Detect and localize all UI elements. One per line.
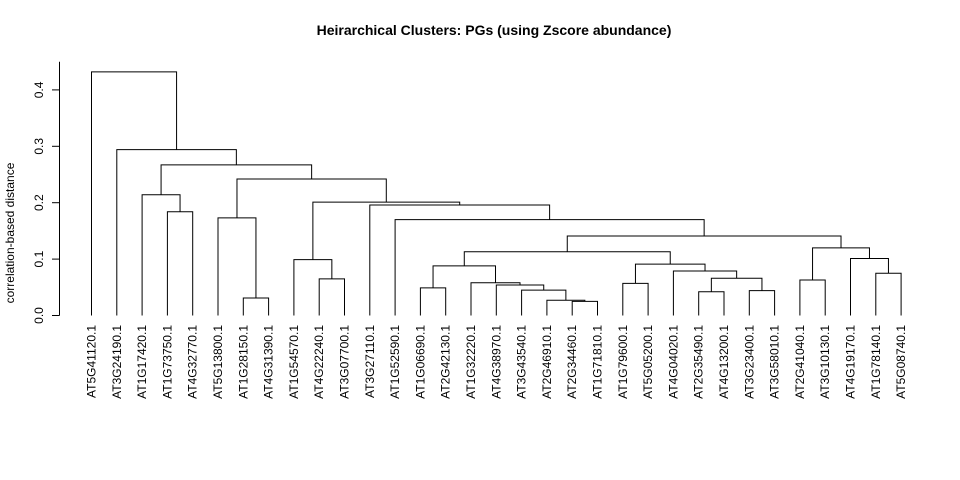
y-tick-label: 0.3 xyxy=(32,138,46,155)
chart-title: Heirarchical Clusters: PGs (using Zscore… xyxy=(317,22,672,38)
dendrogram-link xyxy=(470,282,521,316)
y-axis-label: correlation-based distance xyxy=(3,162,17,303)
dendrogram-link xyxy=(710,277,763,292)
leaf-label: AT3G07700.1 xyxy=(338,325,352,399)
dendrogram-link xyxy=(318,278,345,316)
dendrogram-link xyxy=(394,219,705,316)
y-tick-label: 0.0 xyxy=(32,307,46,324)
leaf-label: AT1G73750.1 xyxy=(160,325,174,399)
dendrogram-link xyxy=(672,270,738,316)
dendrogram-link xyxy=(217,217,257,316)
dendrogram-link xyxy=(160,164,313,195)
y-tick-label: 0.4 xyxy=(32,81,46,98)
leaf-label: AT2G34460.1 xyxy=(565,325,579,399)
dendrogram-link xyxy=(566,235,842,252)
dendrogram-link xyxy=(546,299,586,316)
y-tick-label: 0.1 xyxy=(32,250,46,267)
leaf-label: AT2G46910.1 xyxy=(540,325,554,399)
leaf-label: AT2G35490.1 xyxy=(692,325,706,399)
dendrogram-link xyxy=(799,279,826,316)
leaf-label: AT1G78140.1 xyxy=(869,325,883,399)
dendrogram-link xyxy=(495,284,545,316)
leaf-label: AT5G08740.1 xyxy=(894,325,908,399)
leaf-label: AT3G23400.1 xyxy=(742,325,756,399)
dendrogram-link xyxy=(293,259,333,316)
dendrogram-link xyxy=(521,289,567,316)
leaf-label: AT2G42130.1 xyxy=(439,325,453,399)
leaf-label: AT3G10130.1 xyxy=(818,325,832,399)
leaf-label: AT3G43540.1 xyxy=(515,325,529,399)
dendrogram-link xyxy=(166,211,194,316)
dendrogram-link xyxy=(850,258,889,316)
dendrogram-link xyxy=(242,297,270,316)
leaf-label: AT4G13200.1 xyxy=(717,325,731,399)
dendrogram-link xyxy=(369,204,551,316)
leaf-label: AT1G52590.1 xyxy=(388,325,402,399)
leaf-label: AT1G71810.1 xyxy=(591,325,605,399)
dendrogram-link xyxy=(312,201,461,260)
dendrogram-link xyxy=(141,194,181,316)
leaf-label: AT4G19170.1 xyxy=(844,325,858,399)
leaf-label: AT3G27110.1 xyxy=(363,325,377,398)
leaf-label: AT4G31390.1 xyxy=(262,325,276,399)
dendrogram-links xyxy=(91,71,902,316)
dendrogram-link xyxy=(236,178,387,218)
dendrogram-link xyxy=(432,265,497,288)
dendrogram-link xyxy=(698,291,725,316)
leaf-label: AT5G05200.1 xyxy=(641,325,655,399)
leaf-label: AT1G32220.1 xyxy=(464,325,478,399)
leaf-label: AT3G58010.1 xyxy=(768,325,782,399)
leaf-label: AT2G41040.1 xyxy=(793,325,807,399)
leaf-label: AT1G17420.1 xyxy=(135,325,149,399)
dendrogram-link xyxy=(622,282,649,316)
leaf-label: AT1G54570.1 xyxy=(287,325,301,399)
leaf-label: AT4G22240.1 xyxy=(312,325,326,399)
dendrogram-link xyxy=(419,287,447,316)
dendrogram-link xyxy=(91,71,178,316)
dendrogram-link xyxy=(634,263,706,284)
dendrogram-link xyxy=(748,290,776,316)
y-axis: 0.0 0.1 0.2 0.3 0.4 xyxy=(32,61,60,324)
leaf-label: AT1G79600.1 xyxy=(616,325,630,399)
dendrogram-link xyxy=(875,272,902,316)
leaf-label: AT4G38970.1 xyxy=(489,325,503,399)
leaf-label: AT4G32770.1 xyxy=(186,325,200,399)
leaf-label: AT4G04020.1 xyxy=(666,325,680,399)
leaf-labels: AT5G41120.1 AT3G24190.1 AT1G17420.1 AT1G737… xyxy=(85,325,909,399)
leaf-label: AT5G13800.1 xyxy=(211,325,225,399)
y-tick-label: 0.2 xyxy=(32,194,46,211)
dendrogram-link xyxy=(571,300,598,316)
leaf-label: AT1G06690.1 xyxy=(413,325,427,399)
dendrogram-link xyxy=(812,247,870,280)
leaf-label: AT1G28150.1 xyxy=(236,325,250,399)
leaf-label: AT5G41120.1 xyxy=(85,325,99,398)
leaf-label: AT3G24190.1 xyxy=(110,325,124,399)
